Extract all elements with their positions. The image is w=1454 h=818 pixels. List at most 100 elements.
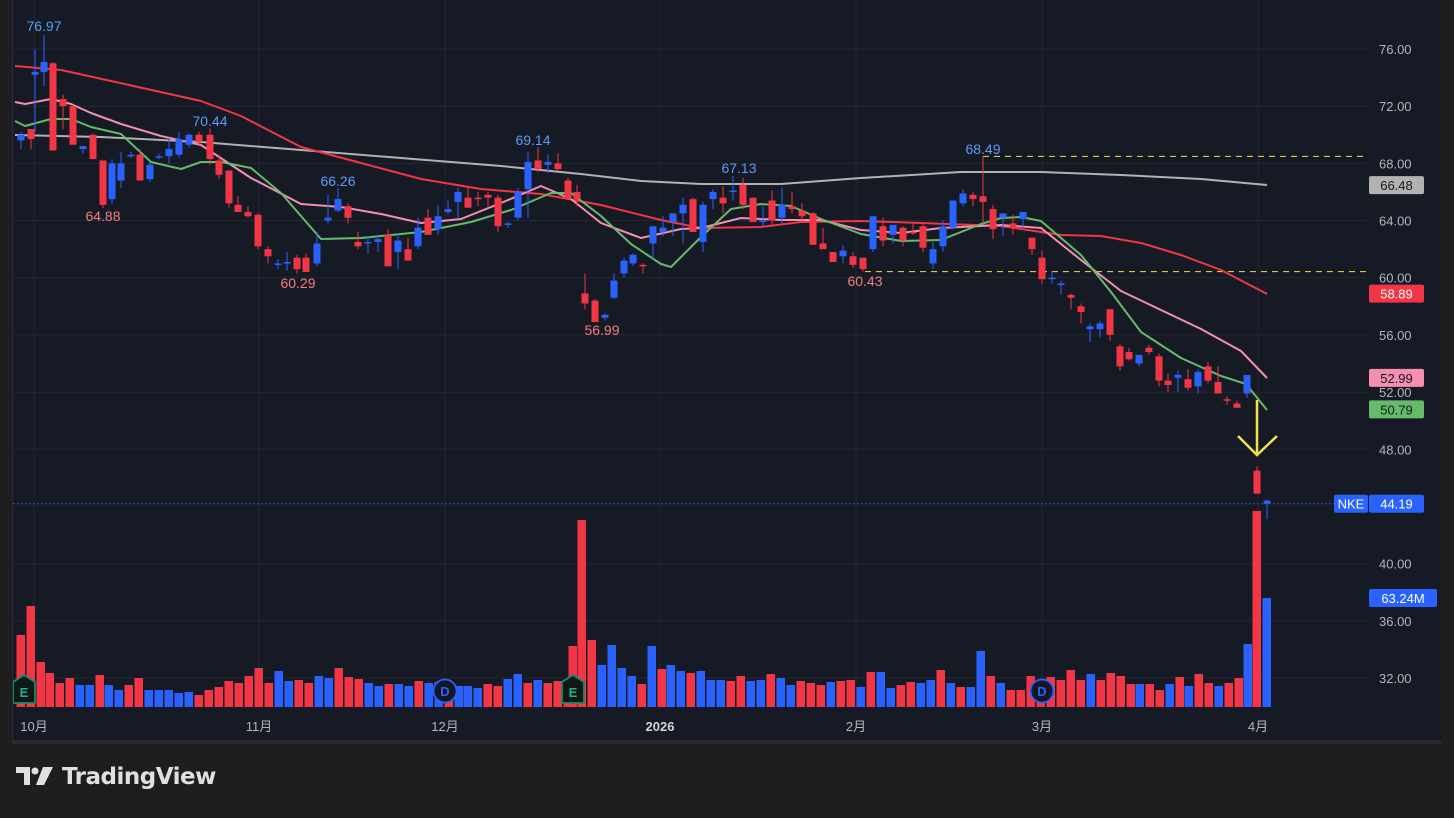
brand-name: TradingView <box>62 764 216 790</box>
volume-bar <box>204 690 213 707</box>
candle <box>494 194 502 232</box>
candle <box>244 206 252 218</box>
volume-bar <box>394 684 403 707</box>
svg-text:52.99: 52.99 <box>1380 371 1413 386</box>
svg-text:44.19: 44.19 <box>1380 497 1413 512</box>
volume-bar <box>1175 677 1184 707</box>
candle <box>1096 320 1104 338</box>
volume-bar <box>986 676 995 707</box>
candle <box>225 170 233 208</box>
dividend-icon[interactable]: D <box>432 678 458 704</box>
volume-bar <box>473 688 482 707</box>
candle <box>610 273 618 300</box>
volume-bar <box>65 678 74 707</box>
svg-text:50.79: 50.79 <box>1380 402 1413 417</box>
tradingview-logo-icon <box>16 767 53 785</box>
volume-bar <box>1243 644 1252 707</box>
volume-bar <box>194 695 203 707</box>
volume-bar <box>896 685 905 707</box>
time-tick: 11月 <box>246 719 273 734</box>
tradingview-logo[interactable]: TradingView <box>16 764 216 790</box>
candle <box>899 226 907 247</box>
candle <box>1145 344 1153 355</box>
candle <box>979 156 987 222</box>
volume-bar <box>344 677 353 707</box>
volume-bar <box>124 685 133 707</box>
chart-frame[interactable]: 76.97 64.88 70.44 60.29 66.26 69.14 56.99 67.13… <box>12 0 1441 744</box>
earnings-icon[interactable]: E <box>561 673 585 704</box>
price-annotation: 56.99 <box>584 322 619 338</box>
candle <box>879 217 887 247</box>
candle <box>274 259 282 270</box>
candle <box>175 131 183 158</box>
volume-bar <box>736 676 745 707</box>
candle <box>444 200 452 215</box>
volume-bar <box>876 672 885 707</box>
candle <box>414 217 422 250</box>
candle <box>591 299 599 323</box>
price-chart[interactable]: 76.97 64.88 70.44 60.29 66.26 69.14 56.99 67.13… <box>13 0 1441 742</box>
earnings-icon[interactable]: E <box>13 673 36 704</box>
volume-bar <box>95 675 104 707</box>
volume-bar <box>657 669 666 707</box>
candle <box>819 227 827 250</box>
candle <box>1263 499 1271 520</box>
candle <box>909 221 917 235</box>
candle <box>283 251 291 271</box>
volume-bar <box>244 676 253 707</box>
price-tick: 36.00 <box>1379 614 1412 629</box>
volume-bar <box>1076 680 1085 707</box>
dividend-icon[interactable]: D <box>1029 678 1055 704</box>
candle <box>27 129 35 150</box>
moving-average-line <box>14 134 1268 186</box>
candle <box>554 153 562 171</box>
candle <box>17 131 25 150</box>
volume-bar <box>264 683 273 707</box>
candle <box>1214 366 1222 394</box>
price-annotation: 70.44 <box>192 113 227 129</box>
candle <box>1253 466 1261 494</box>
volume-bar <box>776 678 785 707</box>
svg-text:E: E <box>20 685 29 700</box>
moving-averages <box>14 65 1268 411</box>
price-annotation: 76.97 <box>26 18 61 34</box>
volume-bar <box>1262 598 1271 707</box>
volume-bar <box>1224 683 1233 707</box>
candle <box>849 251 857 268</box>
candle <box>454 187 462 218</box>
candle <box>254 213 262 250</box>
candle <box>1048 270 1056 284</box>
volume-bar <box>16 635 25 707</box>
price-axis[interactable]: 76.00 72.00 68.00 64.00 60.00 56.00 52.00 48.00… <box>1379 42 1412 686</box>
candle <box>31 49 39 132</box>
candle <box>117 151 125 188</box>
volume-bar <box>796 681 805 707</box>
candle <box>829 251 837 262</box>
candle <box>689 197 697 232</box>
candle <box>313 231 321 267</box>
candle <box>601 313 609 321</box>
volume-bar <box>404 686 413 707</box>
volume-bar <box>1155 690 1164 707</box>
volume-bar <box>676 671 685 707</box>
volume-bar <box>1116 676 1125 707</box>
candle <box>564 177 572 200</box>
price-annotation: 66.26 <box>320 173 355 189</box>
volume-bar <box>36 662 45 707</box>
price-tick: 48.00 <box>1379 442 1412 457</box>
moving-average-line <box>14 98 1268 379</box>
candles <box>17 35 1271 520</box>
volume-bar <box>996 683 1005 707</box>
candle <box>749 197 757 222</box>
time-axis[interactable]: 10月 11月 12月 2026 2月 3月 4月 <box>13 719 1441 742</box>
candle <box>40 35 48 87</box>
candle <box>59 94 67 130</box>
volume-bar <box>414 681 423 707</box>
candle <box>581 273 589 310</box>
volume-bar <box>154 690 163 707</box>
candle <box>999 213 1007 237</box>
volume-bar <box>324 678 333 707</box>
time-tick: 4月 <box>1248 719 1268 734</box>
candle <box>1028 237 1036 255</box>
volume-bar <box>85 685 94 707</box>
